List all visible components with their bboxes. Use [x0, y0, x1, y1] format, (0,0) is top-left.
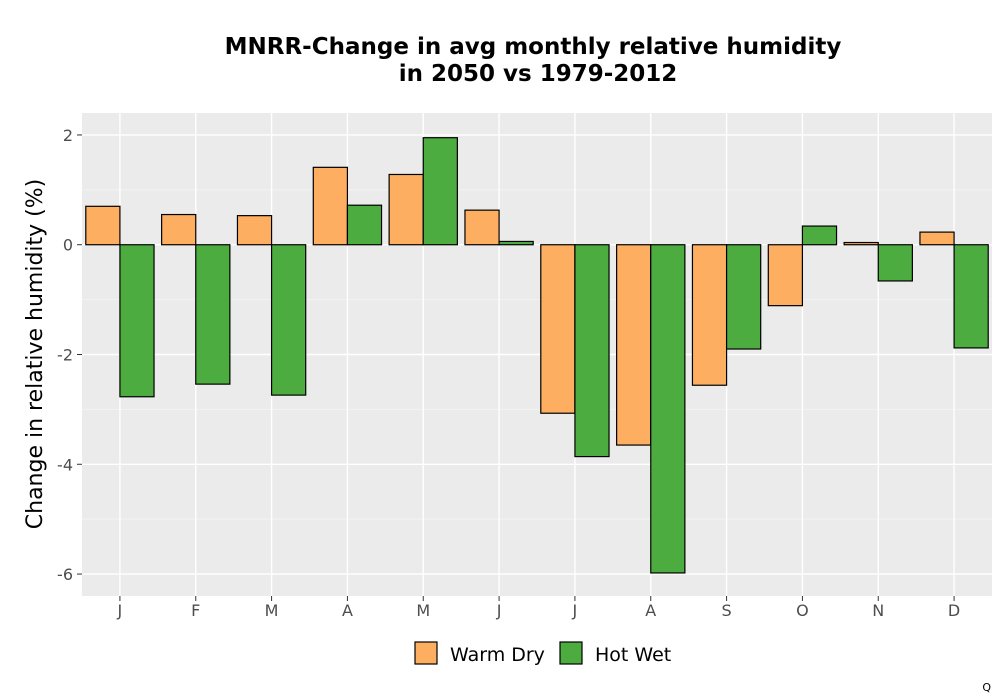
bar-hot-wet-6 [574, 244, 610, 458]
x-tick-label: J [117, 601, 123, 620]
bar-hot-wet-9 [801, 225, 838, 246]
legend-swatch-warm-dry [414, 641, 438, 665]
bar-hot-wet-2 [270, 244, 307, 396]
x-tick-label: A [342, 601, 353, 620]
x-tick-label: S [722, 601, 732, 620]
bar-warm-dry-3 [312, 166, 349, 246]
bars-layer [85, 137, 989, 574]
y-tick-label: 0 [63, 236, 73, 255]
bar-hot-wet-3 [346, 204, 383, 246]
corner-mark: Q [982, 681, 991, 694]
y-tick-label: -2 [57, 346, 73, 365]
bar-warm-dry-7 [616, 244, 652, 446]
legend-swatch-hot-wet [559, 641, 583, 665]
bar-warm-dry-8 [691, 244, 728, 386]
legend-label-warm-dry: Warm Dry [450, 644, 545, 666]
x-tick-label: J [496, 601, 502, 620]
x-tick-label: M [265, 601, 279, 620]
bar-hot-wet-8 [725, 244, 762, 350]
y-tick-label: -4 [57, 455, 73, 474]
bar-hot-wet-7 [650, 244, 686, 574]
y-axis-label: Change in relative humidity (%) [23, 179, 48, 529]
bar-hot-wet-11 [953, 244, 989, 349]
x-tick-label: D [948, 601, 960, 620]
x-tick-label: J [572, 601, 578, 620]
bar-warm-dry-4 [388, 173, 424, 246]
bar-hot-wet-5 [498, 240, 534, 246]
bar-warm-dry-10 [843, 241, 879, 246]
y-tick-label: 2 [63, 126, 73, 145]
y-tick-label: -6 [57, 565, 73, 584]
y-axis-ticks: 2 0 -2 -4 -6 [57, 126, 82, 584]
chart-title-line-1: MNRR-Change in avg monthly relative humi… [225, 34, 842, 60]
bar-warm-dry-0 [85, 205, 121, 246]
x-tick-label: F [191, 601, 200, 620]
bar-warm-dry-11 [919, 231, 955, 246]
bar-hot-wet-1 [195, 244, 231, 385]
bar-warm-dry-5 [464, 209, 500, 246]
bar-hot-wet-4 [422, 137, 458, 246]
legend-label-hot-wet: Hot Wet [595, 644, 671, 666]
bar-warm-dry-6 [540, 244, 576, 414]
bar-warm-dry-2 [236, 215, 273, 246]
chart-title-line-2: in 2050 vs 1979-2012 [399, 61, 678, 87]
x-tick-label: O [796, 601, 809, 620]
legend: Warm Dry Hot Wet [414, 641, 671, 666]
x-tick-label: N [872, 601, 884, 620]
bar-warm-dry-1 [161, 213, 197, 246]
x-tick-label: M [416, 601, 430, 620]
bar-hot-wet-10 [877, 244, 913, 282]
bar-hot-wet-0 [119, 244, 155, 398]
x-tick-label: A [645, 601, 656, 620]
bar-warm-dry-9 [767, 244, 804, 307]
